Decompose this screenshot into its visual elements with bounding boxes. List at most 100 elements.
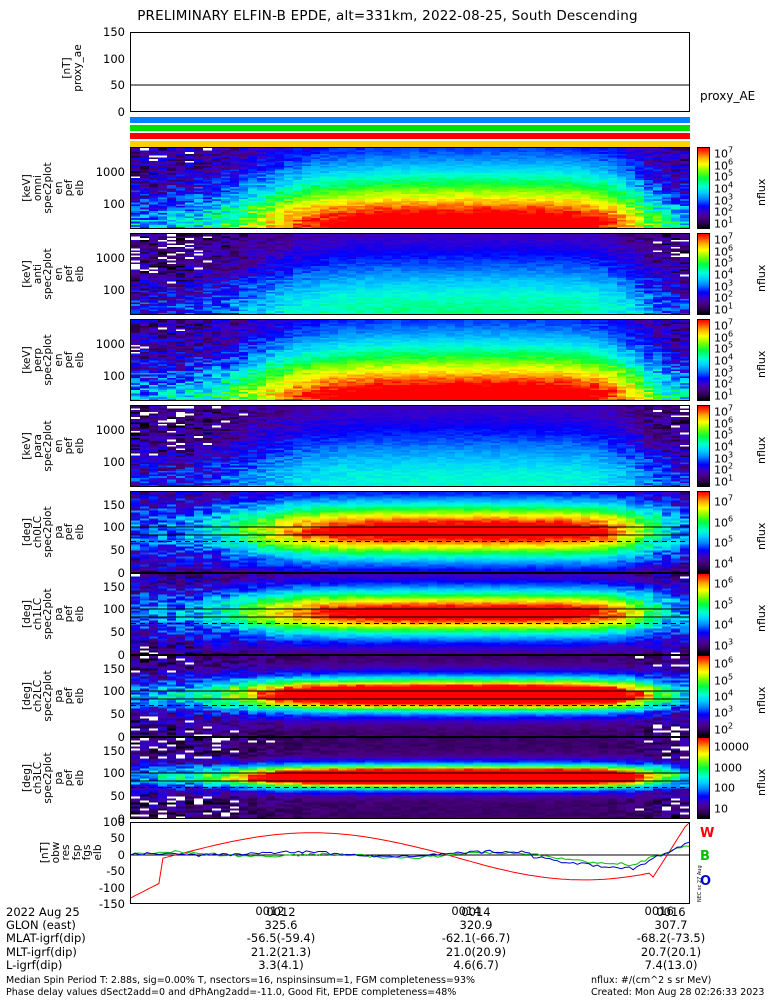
panel-proxy-ae-body — [131, 33, 689, 111]
yticks-en-omni: 100 1000 — [85, 147, 125, 229]
ytick-label: 50 — [110, 543, 125, 557]
yticks-pa-ch3lc: 0 50 100 150 — [85, 737, 125, 826]
ylabel-word: [nT] — [61, 57, 73, 78]
ylabel-word: pef — [63, 606, 75, 623]
ytick-label: 100 — [103, 766, 125, 780]
ytick-label: 1000 — [96, 165, 125, 179]
panel-pa-ch2lc — [130, 655, 690, 737]
colorbar-tick-label: 104 — [714, 617, 733, 632]
colorbar-tick-label: 103 — [714, 192, 733, 207]
colorbar-tick-label: 101 — [714, 302, 733, 317]
panel-pa-ch0lc — [130, 491, 690, 573]
panel-proxy-ae — [130, 32, 690, 112]
colorbar-tick-label: 102 — [714, 462, 733, 477]
panel-en-perp-body — [131, 320, 689, 400]
row-value: 4.6(6.7) — [396, 958, 556, 972]
x-tick-label: 0014 — [426, 904, 506, 918]
panel-pa-ch0lc-body — [131, 492, 689, 572]
row-value: -56.5(-59.4) — [201, 932, 361, 945]
ylabel-proxy-ae: proxy_ae [nT] — [61, 28, 84, 108]
ytick-label: 1000 — [96, 423, 125, 437]
table-row: MLT-igrf(dip) 21.2(21.3) 21.0(20.9) 20.7… — [6, 945, 775, 959]
colorbar-tick-label: 101 — [714, 388, 733, 403]
ytick-label: 50 — [110, 831, 125, 845]
panel-en-para-body — [131, 406, 689, 486]
row-value: 0016 — [591, 905, 751, 919]
colorbar-tick-label: 105 — [714, 169, 733, 184]
colorbar-tick-label: 102 — [714, 204, 733, 219]
colorbar-tick-label: 101 — [714, 474, 733, 489]
colorbar-tick-label: 102 — [714, 376, 733, 391]
panel-pa-ch1lc-body — [131, 574, 689, 654]
ylabel-word: elb — [74, 524, 86, 540]
ylabel-word: spec2plot — [42, 588, 54, 639]
colorbar-tick-label: 105 — [714, 427, 733, 442]
colorbar-tick-label: 103 — [714, 278, 733, 293]
colorbar-tick-label: 106 — [714, 514, 733, 529]
colorbar-title-pa-ch2lc: nflux — [755, 687, 768, 714]
proxy-ae-trace — [131, 84, 689, 86]
table-row: GLON (east) 325.6 320.9 307.7 — [6, 918, 775, 932]
legend-tag-w: W — [700, 826, 714, 841]
status-bar-red — [130, 133, 690, 139]
colorbar-pa-ch1lc — [697, 573, 710, 655]
colorbar-title-en-omni: nflux — [755, 179, 768, 206]
ylabel-word: res — [60, 844, 72, 860]
x-tick-label: 0012 — [230, 904, 310, 918]
colorbar-title-pa-ch3lc: nflux — [755, 769, 768, 796]
ylabel-pa-ch0lc: elb pef pa spec2plot ch0LC [deg] — [21, 491, 86, 573]
colorbar-title-en-para: nflux — [755, 437, 768, 464]
ylabel-word: spec2plot — [42, 506, 54, 557]
row-value: -62.1(-66.7) — [396, 932, 556, 945]
ylabel-word: spec2plot — [42, 162, 54, 213]
ytick-label: 150 — [103, 25, 125, 39]
panel-en-perp — [130, 319, 690, 401]
legend-tag-b: B — [700, 849, 710, 864]
ylabel-word: elb — [74, 606, 86, 622]
footer-row: Phase delay values dSect2add=0 and dPhAn… — [6, 987, 775, 999]
ytick-label: 100 — [103, 455, 125, 469]
row-value: 3.3(4.1) — [201, 958, 361, 972]
ytick-label: 50 — [110, 707, 125, 721]
panel-pa-ch2lc-body — [131, 656, 689, 736]
ylabel-word: elb — [74, 266, 86, 282]
colorbar-tick-label: 106 — [714, 656, 733, 671]
row-value: 325.6 — [201, 918, 361, 932]
colorbar-tick-label: 107 — [714, 232, 733, 247]
colorbar-tick-label: 105 — [714, 255, 733, 270]
colorbar-tick-label: 107 — [714, 494, 733, 509]
page-title: PRELIMINARY ELFIN-B EPDE, alt=331km, 202… — [0, 8, 775, 24]
ylabel-en-anti: elb pef en spec2plot anti [keV] — [21, 233, 86, 315]
row-value: 0014 — [396, 905, 556, 919]
row-label: L-igrf(dip) — [6, 958, 62, 972]
colorbar-tick-label: 105 — [714, 341, 733, 356]
fgs-res-traces — [131, 823, 689, 899]
panel-en-omni — [130, 147, 690, 229]
colorbar-tick-label: 106 — [714, 576, 733, 591]
ylabel-word: spec2plot — [42, 752, 54, 803]
row-label: 2022 Aug 25 — [6, 905, 80, 919]
proxy-ae-right-label: proxy_AE — [700, 89, 755, 103]
ytick-label: 100 — [103, 52, 125, 66]
ylabel-en-omni: elb pef en spec2plot omni [keV] — [21, 147, 86, 229]
panel-fgs-res-obw-body — [131, 823, 689, 903]
ytick-label: 50 — [110, 625, 125, 639]
ylabel-word: spec2plot — [42, 248, 54, 299]
ytick-label: 100 — [103, 369, 125, 383]
row-label: MLT-igrf(dip) — [6, 945, 77, 959]
yticks-pa-ch1lc: 0 50 100 150 — [85, 573, 125, 662]
panel-pa-ch3lc — [130, 737, 690, 819]
ylabel-word: [keV] — [21, 432, 33, 460]
row-value: 307.7 — [591, 918, 751, 932]
ylabel-word: elb — [74, 770, 86, 786]
ytick-label: 0 — [118, 105, 125, 119]
colorbar-tick-label: 107 — [714, 318, 733, 333]
ylabel-word: elb — [74, 688, 86, 704]
colorbar-tick-label: 105 — [714, 672, 733, 687]
row-value: 20.7(20.1) — [591, 945, 751, 959]
row-value: 0012 — [201, 905, 361, 919]
colorbar-title-en-perp: nflux — [755, 351, 768, 378]
ylabel-word: [keV] — [21, 346, 33, 374]
colorbar-tick-label: 1000 — [714, 761, 742, 774]
ylabel-word: [deg] — [21, 764, 33, 792]
